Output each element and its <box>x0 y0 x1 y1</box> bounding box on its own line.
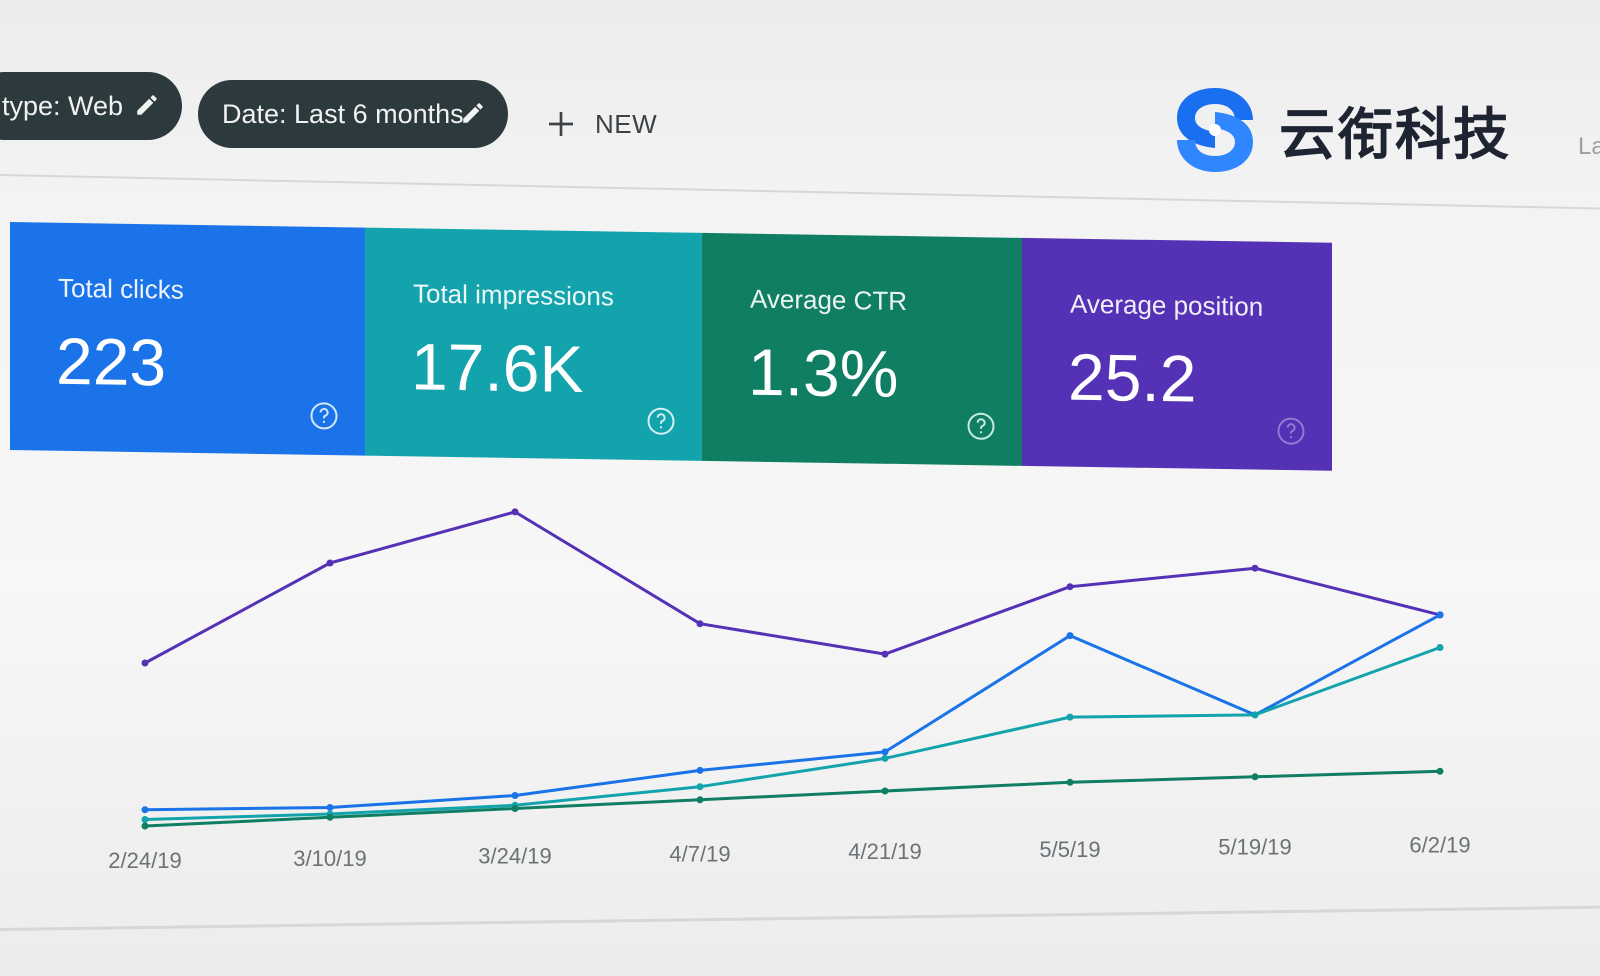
help-circle-icon[interactable] <box>309 401 339 431</box>
chart-data-point <box>326 804 334 811</box>
chart-data-point <box>1251 711 1259 719</box>
chart-x-tick-label: 4/21/19 <box>848 839 921 864</box>
chart-data-point <box>1066 583 1074 591</box>
chart-data-point <box>1251 564 1259 572</box>
chart-data-point <box>696 766 704 774</box>
metric-label: Average position <box>1070 288 1264 322</box>
pencil-icon[interactable] <box>460 100 486 126</box>
metric-label: Total impressions <box>413 278 614 312</box>
chart-data-point <box>141 806 149 814</box>
metric-label: Total clicks <box>58 272 184 305</box>
chart-data-point <box>1066 632 1074 640</box>
new-filter-button[interactable]: NEW <box>545 102 657 146</box>
help-circle-icon[interactable] <box>966 411 996 441</box>
chart-data-point <box>696 620 704 628</box>
help-circle-icon[interactable] <box>1276 416 1306 446</box>
average-ctr-card[interactable]: Average CTR 1.3% <box>702 232 1022 466</box>
chart-x-tick-label: 2/24/19 <box>108 848 181 873</box>
chart-data-point <box>881 650 889 658</box>
new-filter-label: NEW <box>595 108 658 139</box>
truncated-edge-text: La <box>1578 133 1600 160</box>
metric-value: 17.6K <box>411 329 584 407</box>
metric-value: 25.2 <box>1068 339 1197 416</box>
chart-data-point <box>1066 778 1074 786</box>
chart-data-point <box>511 805 519 812</box>
chart-data-point <box>1436 767 1444 775</box>
s-swirl-logo-icon <box>1177 88 1253 172</box>
chart-data-point <box>696 796 704 804</box>
metric-cards: Total clicks 223 Total impressions 17.6K… <box>10 222 1332 479</box>
chart-series-line-2 <box>144 613 1441 812</box>
search-type-filter-label: type: Web <box>2 90 124 121</box>
chart-data-point <box>881 754 889 762</box>
average-position-card[interactable]: Average position 25.2 <box>1022 237 1332 471</box>
plus-icon <box>549 112 573 136</box>
chart-x-tick-label: 3/24/19 <box>478 844 551 869</box>
chart-data-point <box>881 787 889 795</box>
pencil-icon[interactable] <box>134 92 160 118</box>
metric-value: 223 <box>56 323 167 400</box>
chart-series-line-3 <box>144 646 1441 821</box>
chart-data-point <box>326 813 334 821</box>
chart-x-tick-label: 4/7/19 <box>669 841 730 866</box>
metric-value: 1.3% <box>748 334 899 411</box>
chart-data-point <box>141 822 149 830</box>
chart-series-layer <box>141 508 1444 830</box>
chart-x-tick-label: 5/19/19 <box>1218 835 1291 860</box>
chart-data-point <box>1066 713 1074 721</box>
metric-label: Average CTR <box>750 283 908 317</box>
chart-series-line-1 <box>144 510 1441 665</box>
chart-x-tick-label: 5/5/19 <box>1039 837 1100 862</box>
total-clicks-card[interactable]: Total clicks 223 <box>10 222 365 456</box>
chart-x-tick-label: 3/10/19 <box>293 846 366 871</box>
performance-line-chart: 2/24/19 3/10/19 3/24/19 4/7/19 4/21/19 5/5/19… <box>108 508 1471 874</box>
chart-data-point <box>1436 644 1444 651</box>
chart-data-point <box>881 748 889 756</box>
chart-bottom-frame <box>0 905 1600 931</box>
chart-data-point <box>1436 611 1444 619</box>
chart-data-point <box>696 783 704 791</box>
date-range-filter-label: Date: Last 6 months <box>222 98 464 129</box>
chart-x-tick-layer: 2/24/19 3/10/19 3/24/19 4/7/19 4/21/19 5/5/19… <box>108 833 1470 874</box>
chart-data-point <box>1251 773 1259 781</box>
chart-data-point <box>511 792 519 799</box>
date-range-filter-chip[interactable]: Date: Last 6 months <box>198 80 508 148</box>
chart-data-point <box>141 659 149 667</box>
chart-x-tick-label: 6/2/19 <box>1409 833 1470 858</box>
chart-series-line-4 <box>144 769 1441 828</box>
total-impressions-card[interactable]: Total impressions 17.6K <box>365 227 702 461</box>
help-circle-icon[interactable] <box>646 406 676 436</box>
chart-data-point <box>141 816 149 823</box>
chart-data-point <box>326 559 334 567</box>
chart-data-point <box>511 508 519 516</box>
search-type-filter-chip[interactable]: type: Web <box>0 72 182 140</box>
brand-logo-text: 云衔科技 <box>1279 102 1511 168</box>
brand-logo: 云衔科技 <box>1165 80 1511 180</box>
